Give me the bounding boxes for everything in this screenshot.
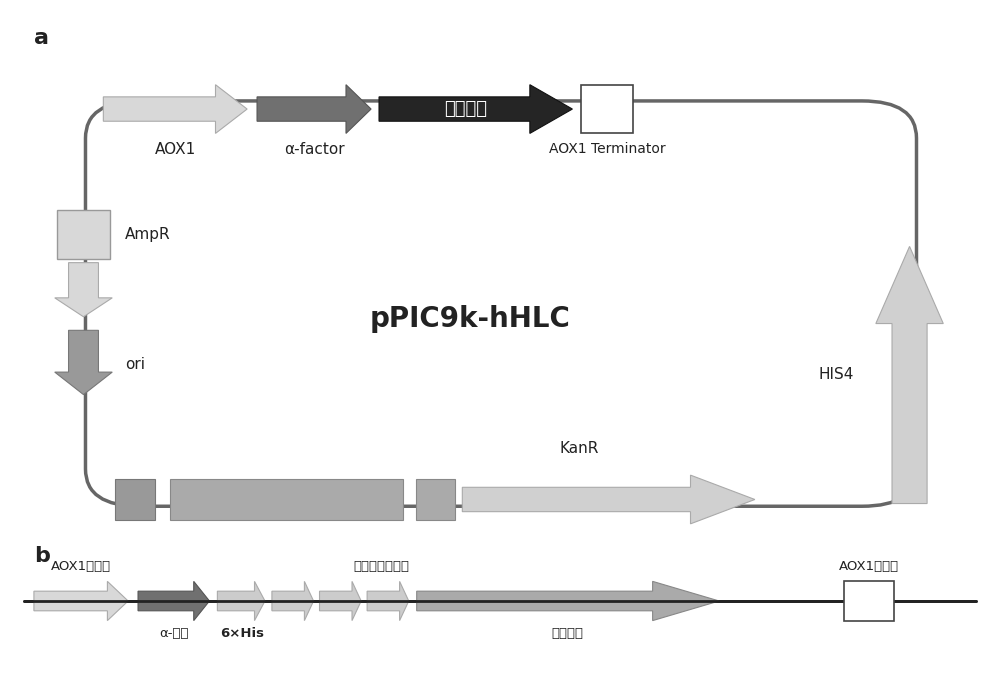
Bar	[844, 582, 894, 621]
Text: HIS4: HIS4	[819, 367, 854, 382]
Bar	[416, 479, 455, 520]
Polygon shape	[34, 582, 128, 621]
Polygon shape	[367, 582, 409, 621]
Text: 6×His: 6×His	[220, 627, 264, 640]
Text: AOX1 Terminator: AOX1 Terminator	[549, 142, 665, 155]
Text: AOX1启动子: AOX1启动子	[50, 560, 111, 573]
Polygon shape	[320, 582, 361, 621]
Text: ori: ori	[125, 357, 145, 372]
Text: 胶原蛋白: 胶原蛋白	[551, 627, 583, 640]
Polygon shape	[103, 85, 247, 134]
Polygon shape	[417, 582, 719, 621]
Polygon shape	[55, 262, 112, 316]
Text: α-factor: α-factor	[284, 142, 345, 157]
Text: b: b	[34, 545, 50, 566]
Polygon shape	[379, 85, 572, 134]
Bar	[115, 479, 155, 520]
Text: KanR: KanR	[560, 440, 599, 456]
Bar	[57, 210, 110, 259]
Polygon shape	[272, 582, 314, 621]
Text: 胶原蛋白: 胶原蛋白	[445, 100, 488, 118]
Text: AOX1终止子: AOX1终止子	[839, 560, 899, 573]
Polygon shape	[462, 475, 755, 524]
Text: AmpR: AmpR	[125, 227, 171, 242]
Polygon shape	[55, 330, 112, 395]
Text: a: a	[34, 28, 49, 48]
Text: AOX1: AOX1	[155, 142, 196, 157]
Bar	[581, 85, 633, 134]
Text: 凝血酯切割位点: 凝血酯切割位点	[353, 560, 409, 573]
Text: α-因子: α-因子	[159, 627, 188, 640]
Polygon shape	[876, 247, 943, 503]
Polygon shape	[217, 582, 265, 621]
Bar	[170, 479, 403, 520]
Polygon shape	[257, 85, 371, 134]
Text: pPIC9k-hHLC: pPIC9k-hHLC	[370, 305, 571, 333]
Polygon shape	[138, 582, 209, 621]
